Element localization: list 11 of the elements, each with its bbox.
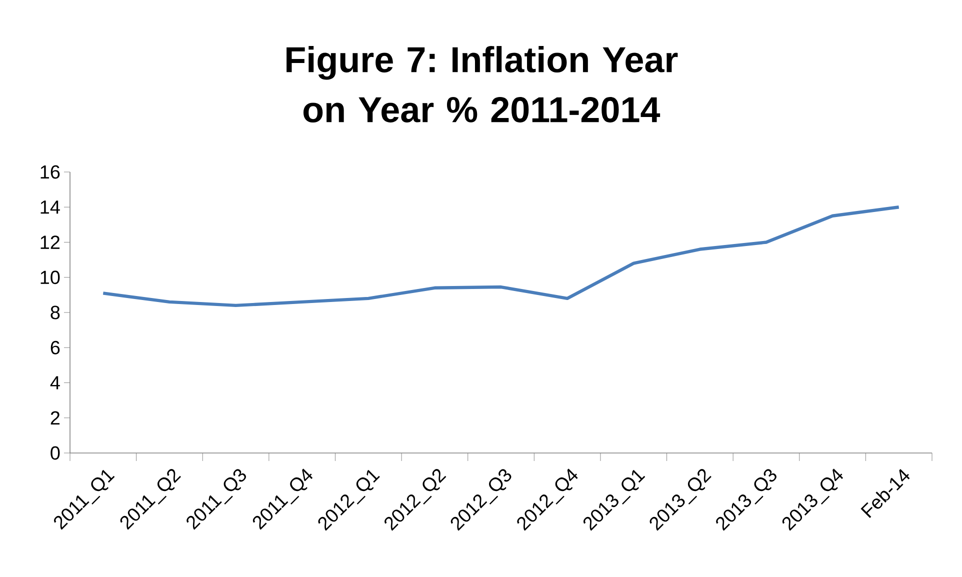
y-tick-label: 0 bbox=[50, 446, 60, 460]
y-tick-label: 4 bbox=[50, 376, 60, 390]
line-series bbox=[102, 206, 900, 308]
y-tick-label: 16 bbox=[40, 165, 60, 179]
y-tick-label: 14 bbox=[40, 200, 60, 214]
y-tick-label: 6 bbox=[50, 340, 60, 354]
y-tick-label: 10 bbox=[40, 270, 60, 284]
y-tick-label: 12 bbox=[40, 236, 60, 249]
chart-title: Figure 7: Inflation Year on Year % 2011-2014 bbox=[286, 46, 678, 122]
y-tick-label: 2 bbox=[50, 411, 60, 424]
y-tick-label: 8 bbox=[50, 306, 60, 320]
